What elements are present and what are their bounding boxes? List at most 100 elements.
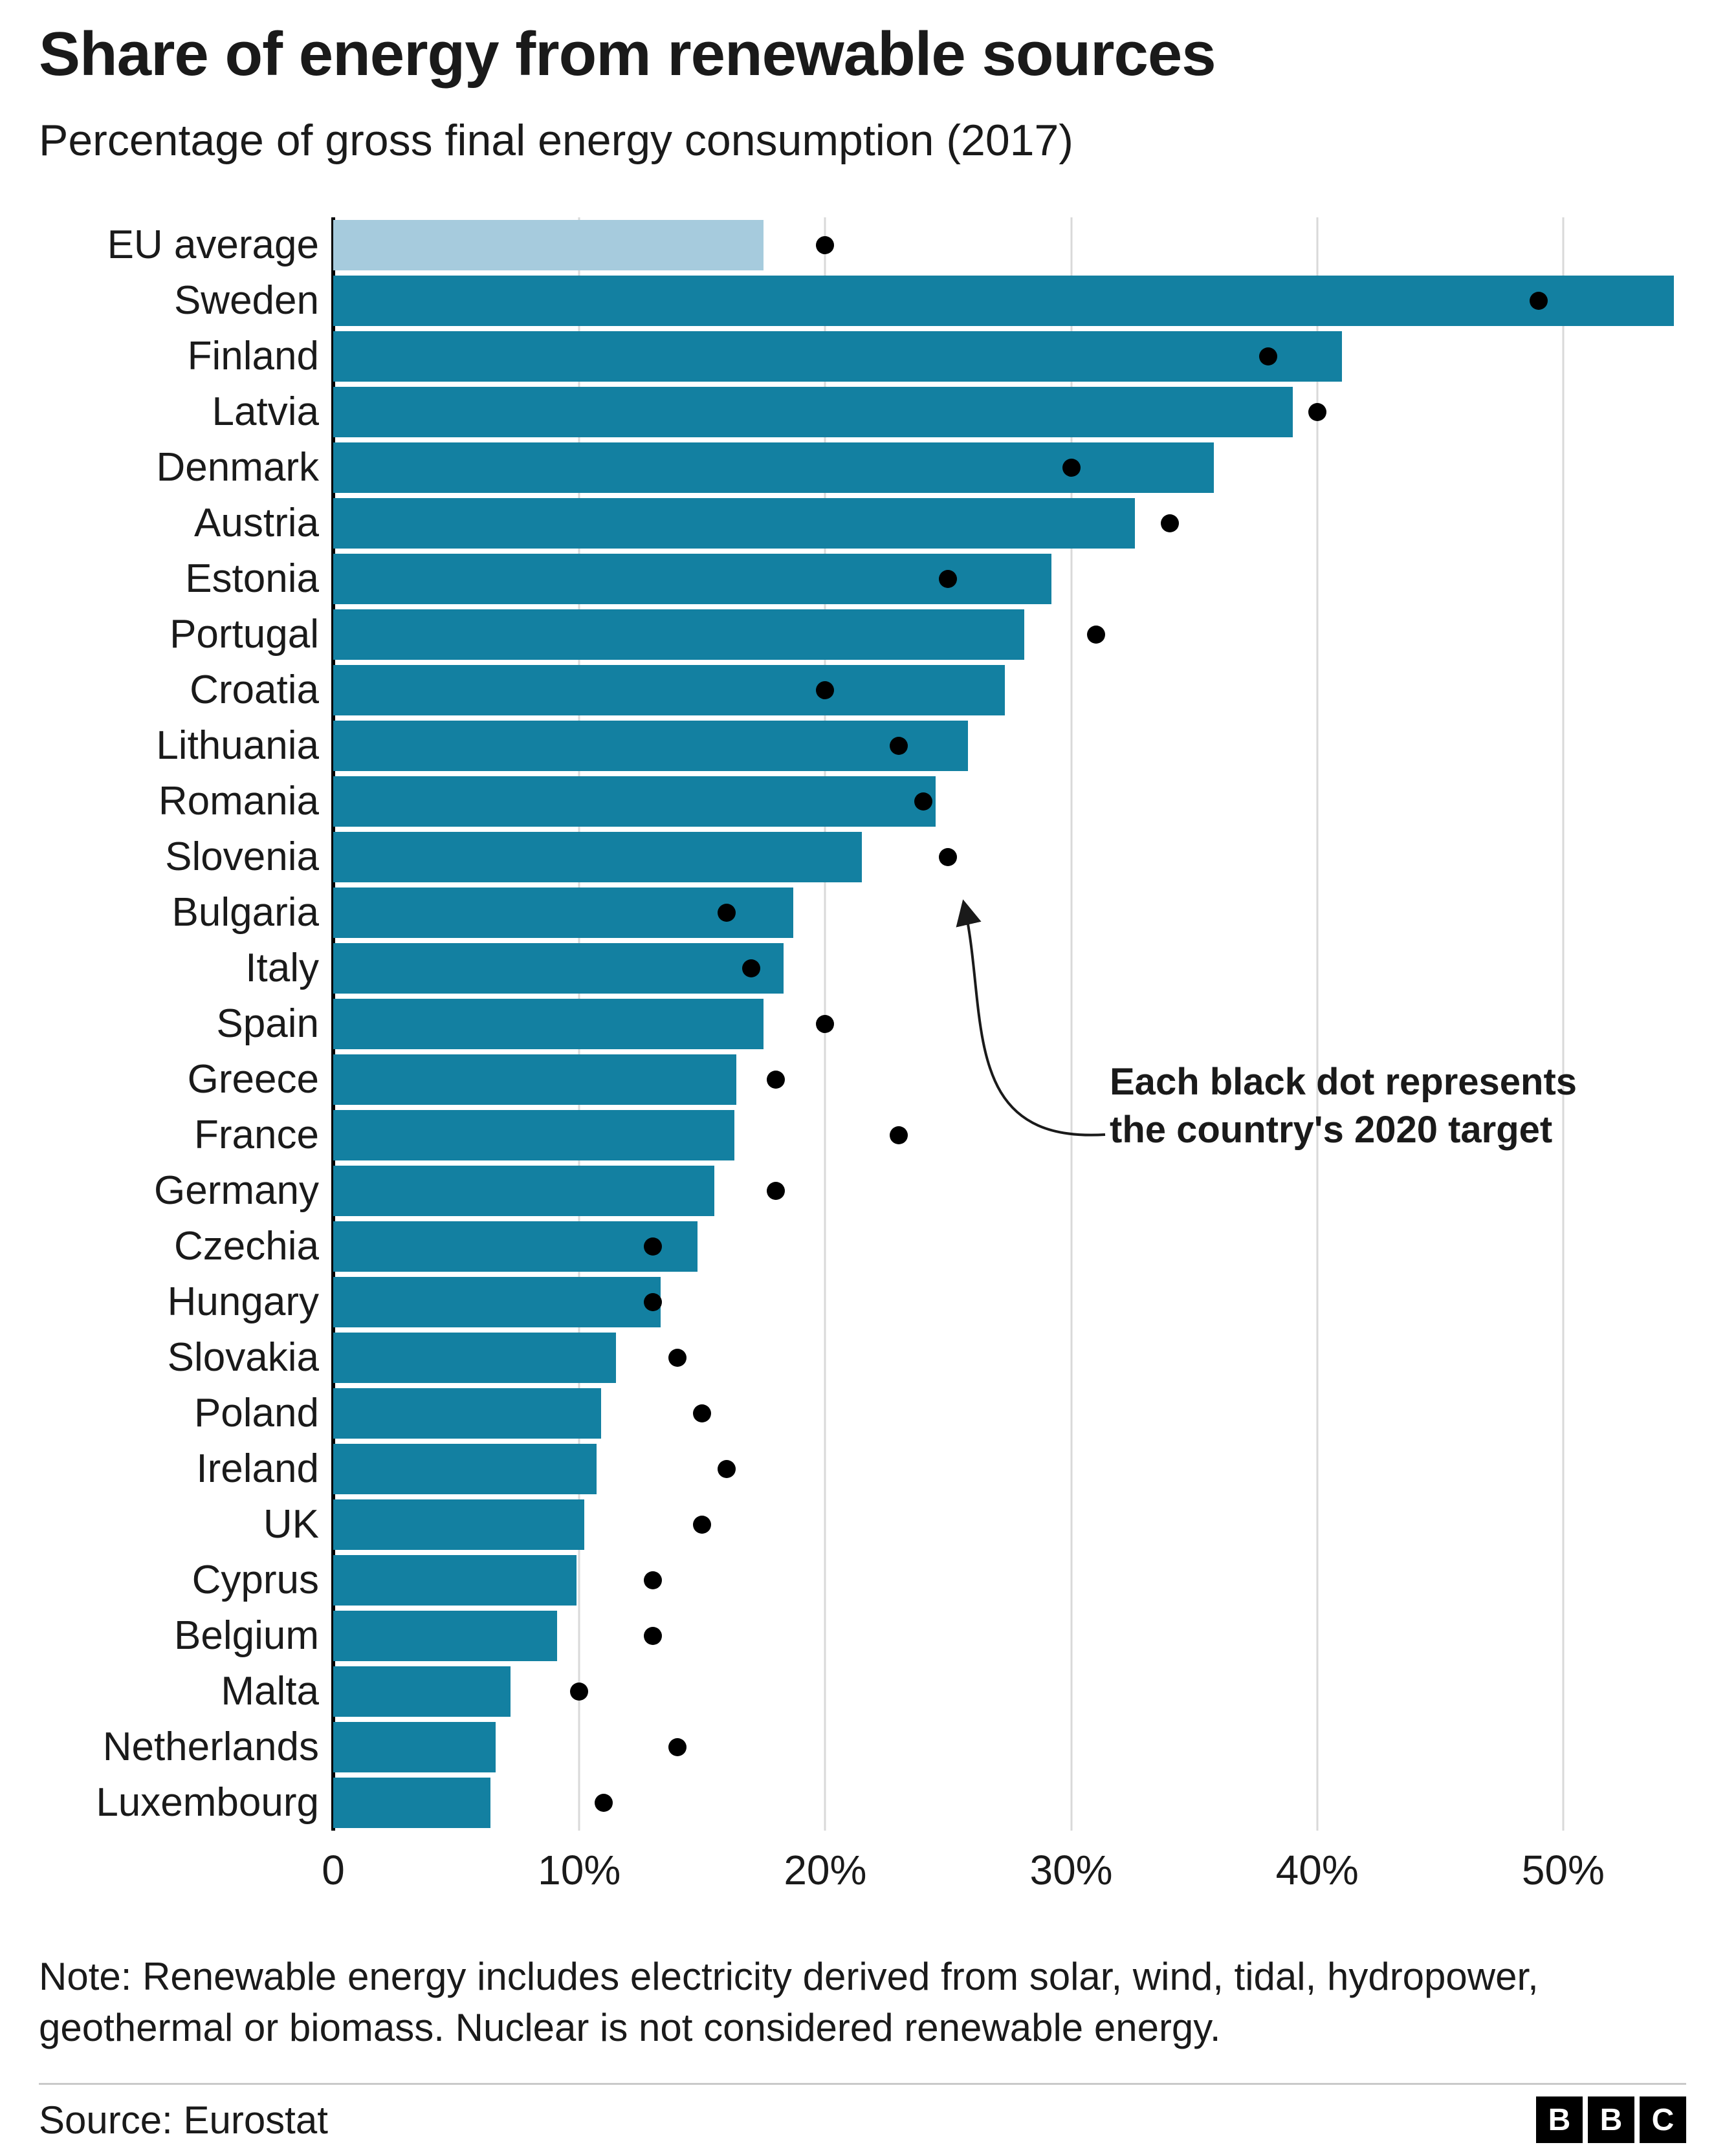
row-label: Italy: [245, 946, 319, 991]
target-dot: [595, 1793, 613, 1812]
footer: Note: Renewable energy includes electric…: [39, 1951, 1686, 2156]
target-dot: [816, 235, 835, 254]
row-label: Portugal: [170, 612, 319, 657]
x-axis-tick-label: 40%: [1275, 1846, 1359, 1893]
annotation: Each black dot represents the country's …: [1110, 1058, 1725, 1154]
share-bar: [333, 609, 1025, 660]
share-bar: [333, 942, 784, 994]
target-dot: [890, 736, 908, 755]
chart-row: Slovakia: [39, 1330, 1686, 1386]
row-label: Romania: [158, 779, 319, 824]
chart-row: Netherlands: [39, 1719, 1686, 1775]
source-credit: Source: Eurostat: [39, 2098, 328, 2142]
chart-row: Ireland: [39, 1441, 1686, 1497]
chart-row: Latvia: [39, 384, 1686, 440]
chart-row: Romania: [39, 774, 1686, 829]
target-dot: [1529, 291, 1548, 310]
target-dot: [644, 1237, 663, 1256]
chart-row: Luxembourg: [39, 1775, 1686, 1831]
row-track: [333, 386, 1686, 437]
row-track: [333, 553, 1686, 604]
annotation-line-2: the country's 2020 target: [1110, 1108, 1553, 1151]
target-dot: [767, 1070, 786, 1089]
row-label: Czechia: [174, 1224, 319, 1269]
target-dot: [816, 1014, 835, 1033]
target-dot: [668, 1348, 687, 1367]
bbc-logo-letter: C: [1640, 2096, 1686, 2143]
bbc-logo: B B C: [1536, 2096, 1686, 2143]
row-track: [333, 1721, 1686, 1772]
row-label: Lithuania: [156, 723, 319, 768]
chart-row: Malta: [39, 1664, 1686, 1719]
row-label: Poland: [193, 1391, 319, 1436]
row-track: [333, 1332, 1686, 1383]
x-axis-tick-label: 20%: [784, 1846, 867, 1893]
target-dot: [742, 959, 761, 977]
share-bar: [333, 1388, 602, 1439]
share-bar: [333, 1610, 557, 1661]
target-dot: [939, 847, 958, 866]
chart-row: Spain: [39, 996, 1686, 1052]
row-track: [333, 720, 1686, 771]
share-bar: [333, 1666, 511, 1717]
share-bar: [333, 720, 968, 771]
target-dot: [816, 681, 835, 699]
row-label: Greece: [187, 1057, 319, 1102]
row-track: [333, 219, 1686, 270]
target-dot: [693, 1404, 712, 1422]
x-axis-tick-label: 50%: [1521, 1846, 1605, 1893]
share-bar: [333, 497, 1136, 549]
row-track: [333, 1666, 1686, 1717]
share-bar: [333, 1109, 734, 1160]
row-label: Estonia: [185, 556, 319, 602]
bbc-logo-letter: B: [1588, 2096, 1634, 2143]
chart-row: Portugal: [39, 607, 1686, 662]
share-bar: [333, 553, 1052, 604]
row-track: [333, 1499, 1686, 1550]
row-track: [333, 1221, 1686, 1272]
chart-row: Croatia: [39, 662, 1686, 718]
row-track: [333, 609, 1686, 660]
row-track: [333, 887, 1686, 938]
row-label: Finland: [187, 334, 319, 379]
row-track: [333, 942, 1686, 994]
row-label: Spain: [216, 1001, 319, 1047]
footer-divider: [39, 2083, 1686, 2085]
target-dot: [644, 1292, 663, 1311]
row-track: [333, 776, 1686, 827]
target-dot: [570, 1682, 589, 1701]
row-track: [333, 1610, 1686, 1661]
chart-subtitle: Percentage of gross final energy consump…: [39, 115, 1073, 165]
share-bar: [333, 1443, 597, 1494]
row-label: France: [194, 1113, 319, 1158]
row-track: [333, 831, 1686, 882]
chart-row: Cyprus: [39, 1552, 1686, 1608]
share-bar: [333, 776, 936, 827]
target-dot: [693, 1515, 712, 1534]
share-bar: [333, 1054, 737, 1105]
share-bar: [333, 1332, 617, 1383]
row-label: Germany: [154, 1168, 319, 1214]
row-label: Hungary: [167, 1279, 319, 1325]
chart-row: Bulgaria: [39, 885, 1686, 941]
row-track: [333, 664, 1686, 715]
target-dot: [1160, 514, 1179, 532]
row-label: Denmark: [156, 445, 319, 490]
row-label: EU average: [107, 223, 319, 268]
row-label: Slovenia: [165, 834, 319, 880]
row-track: [333, 1276, 1686, 1327]
row-label: Austria: [194, 501, 319, 546]
target-dot: [644, 1626, 663, 1645]
share-bar: [333, 1554, 577, 1606]
row-label: Belgium: [174, 1613, 319, 1659]
row-label: Latvia: [212, 389, 319, 435]
target-dot: [644, 1571, 663, 1589]
target-dot: [939, 569, 958, 588]
chart-row: Finland: [39, 329, 1686, 384]
gridline: [1562, 217, 1565, 1831]
chart-row: Belgium: [39, 1608, 1686, 1664]
target-dot: [1062, 458, 1081, 477]
chart-row: Germany: [39, 1163, 1686, 1219]
share-bar: [333, 664, 1005, 715]
